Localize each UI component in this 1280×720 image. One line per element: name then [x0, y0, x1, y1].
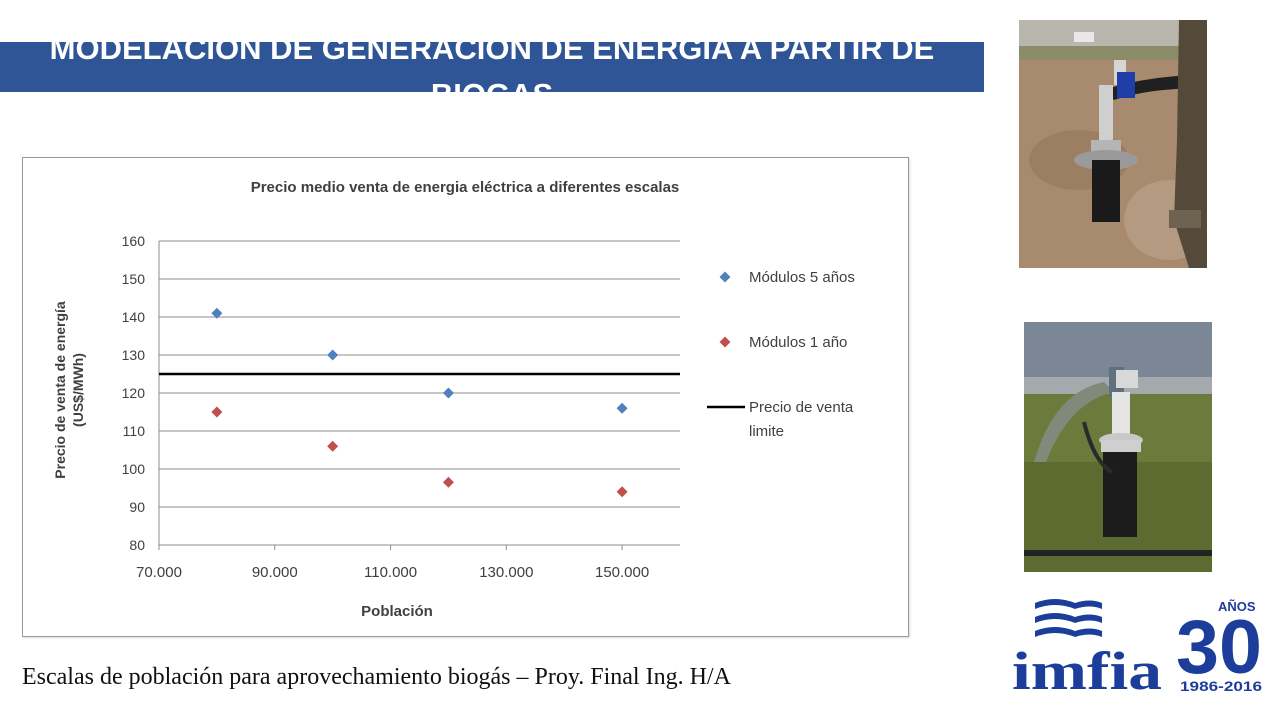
data-point-series-2	[616, 486, 628, 498]
biogas-wellhead-photo-1	[1019, 20, 1207, 268]
logo-years-range: 1986-2016	[1180, 678, 1262, 694]
y-tick-label: 150	[122, 271, 146, 287]
y-tick-label: 90	[129, 499, 145, 515]
logo-years-word: AÑOS	[1218, 599, 1256, 614]
y-tick-label: 110	[123, 423, 146, 439]
y-axis-label: Precio de venta de energía (US$/MWh)	[52, 301, 86, 479]
slide-title: MODELACIÓN DE GENERACIÓN DE ENERGÍA A PA…	[49, 42, 935, 92]
x-tick-label: 130.000	[479, 564, 533, 581]
imfia-30-years-logo: imfia AÑOS 30 1986-2016	[1010, 595, 1270, 701]
legend-label-reference-line: Precio de venta limite	[749, 399, 854, 440]
data-point-series-1	[616, 402, 628, 414]
x-tick-label: 150.000	[595, 564, 649, 581]
data-point-series-2	[327, 440, 339, 452]
data-point-series-1	[442, 387, 454, 399]
y-tick-label: 80	[129, 537, 145, 553]
legend-label-line: limite	[749, 423, 784, 440]
y-tick-label: 100	[122, 461, 146, 477]
slide-caption: Escalas de población para aprovechamient…	[22, 664, 731, 690]
x-tick-label: 90.000	[252, 564, 298, 581]
data-point-series-2	[442, 476, 454, 488]
x-tick-label: 110.000	[364, 564, 417, 581]
legend-marker-series-2	[719, 336, 731, 348]
y-axis-label-line: Precio de venta de energía	[52, 301, 68, 479]
x-tick-label: 70.000	[136, 564, 182, 581]
biogas-wellhead-photo-2	[1024, 322, 1212, 572]
x-axis-label: Población	[361, 603, 433, 620]
y-tick-label: 140	[122, 309, 146, 325]
data-point-series-2	[211, 406, 223, 418]
logo-years-number: 30	[1176, 605, 1262, 690]
legend-label-series-1: Módulos 5 años	[749, 269, 855, 286]
y-tick-label: 160	[122, 233, 146, 249]
y-tick-label: 120	[122, 385, 146, 401]
price-scatter-chart: 80 90 100 110 120 130 140 150 160 70.000 90.000 110…	[52, 179, 855, 620]
chart-frame: 80 90 100 110 120 130 140 150 160 70.000 90.000 110…	[22, 157, 909, 637]
y-axis-label-unit: (US$/MWh)	[70, 353, 86, 427]
title-bar: MODELACIÓN DE GENERACIÓN DE ENERGÍA A PA…	[0, 42, 984, 92]
legend-marker-series-1	[719, 271, 731, 283]
y-tick-label: 130	[122, 347, 146, 363]
legend-label-series-2: Módulos 1 año	[749, 334, 847, 351]
data-point-series-1	[327, 349, 339, 361]
wave-icon	[1035, 599, 1102, 637]
logo-brand-name: imfia	[1012, 641, 1162, 695]
legend-label-line: Precio de venta	[749, 399, 854, 416]
chart-title: Precio medio venta de energia eléctrica …	[251, 179, 680, 196]
data-point-series-1	[211, 307, 223, 319]
